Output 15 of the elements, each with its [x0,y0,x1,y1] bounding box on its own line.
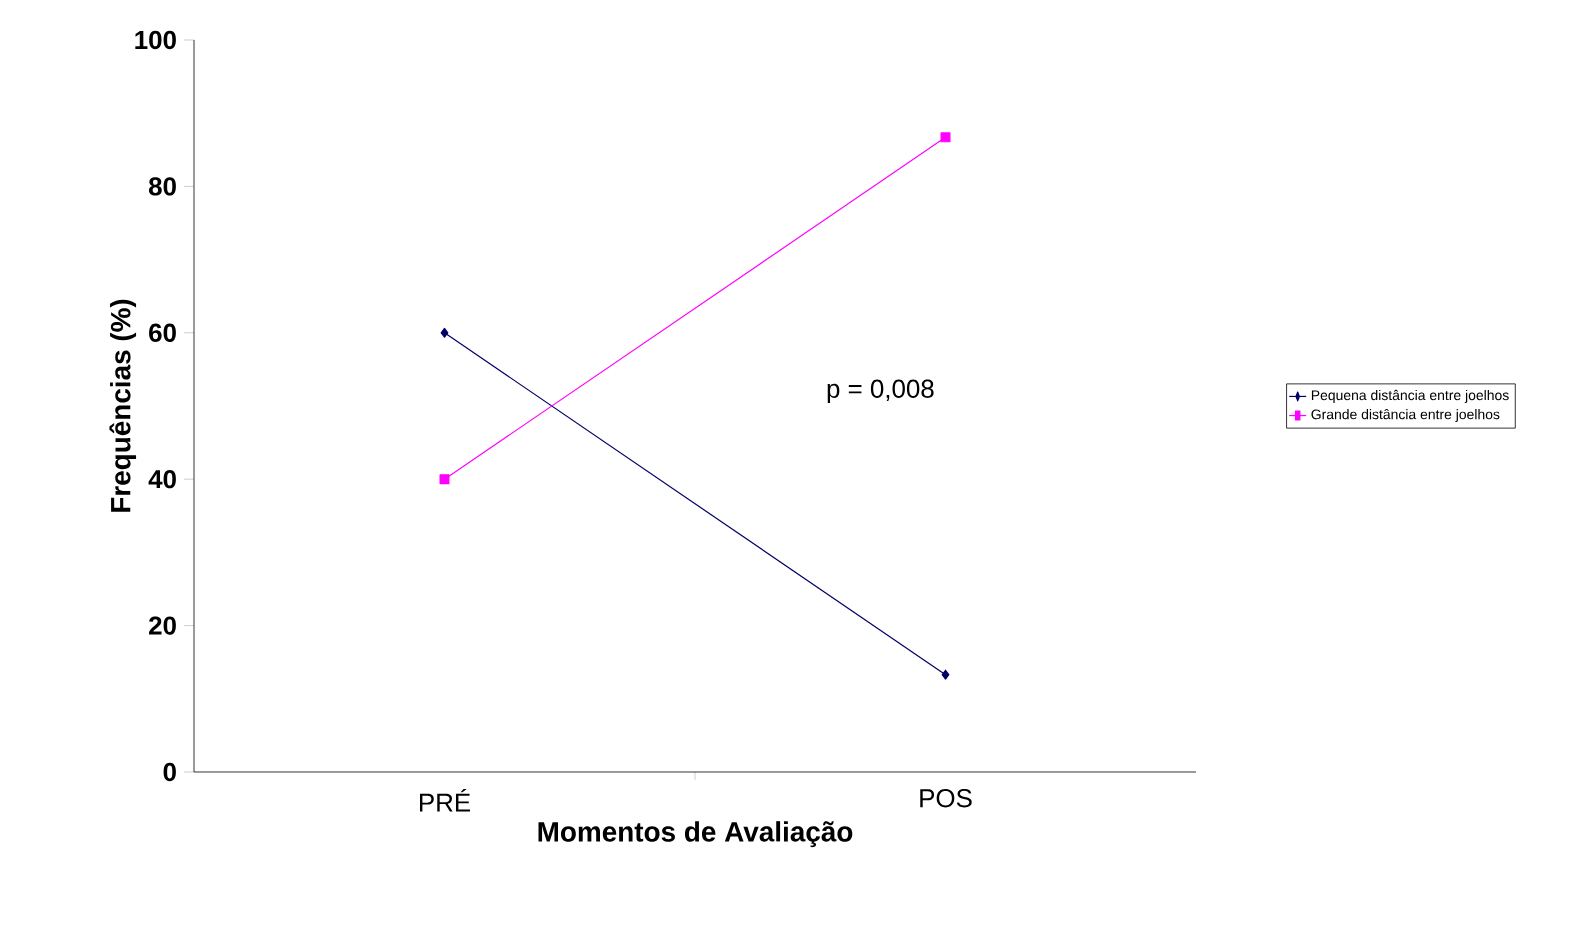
point [940,132,951,143]
y-tick-label: 0 [163,762,176,782]
y-tick-label: 20 [149,616,176,635]
y-tick-label: 40 [148,470,176,489]
x-axis-title: Momentos de Avaliação [538,821,853,848]
x-tick-label: PRÉ [420,789,471,812]
y-axis-title: Frequências (%) [109,299,137,512]
annotation: p = 0,008 [827,379,934,404]
x-tick-label: POS [920,789,972,808]
point [941,669,950,680]
y-tick-label: 80 [148,177,176,196]
point [439,474,450,485]
y-tick-label: 100 [135,30,176,50]
y-tick-label: 60 [149,323,176,342]
point [440,327,449,338]
